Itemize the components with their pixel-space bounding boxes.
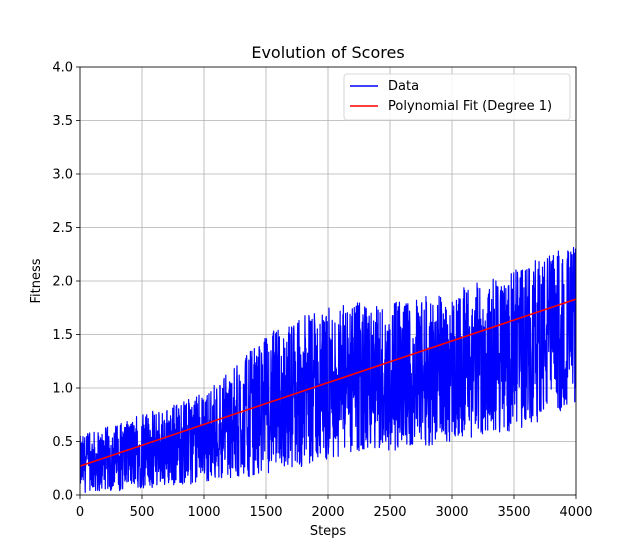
y-tick-label: 3.5 [52,114,73,129]
x-tick-label: 0 [76,505,84,520]
x-tick-label: 2000 [311,505,344,520]
x-tick-label: 500 [130,505,155,520]
x-axis: 0 500 1000 1500 2000 2500 3000 3500 4000 [76,495,593,520]
y-tick-label: 2.0 [52,275,73,290]
legend-label-data: Data [388,79,419,94]
y-tick-label: 0.5 [52,435,73,450]
x-tick-label: 3000 [435,505,468,520]
y-tick-label: 1.5 [52,328,73,343]
legend-label-fit: Polynomial Fit (Degree 1) [388,99,552,114]
y-tick-label: 2.5 [52,221,73,236]
series-data [80,246,576,493]
legend: Data Polynomial Fit (Degree 1) [343,73,571,121]
x-axis-label: Steps [310,524,347,539]
x-tick-label: 1500 [249,505,282,520]
plot-area [80,246,576,493]
y-tick-label: 0.0 [52,489,73,504]
x-tick-label: 2500 [373,505,406,520]
y-axis-label: Fitness [29,258,44,303]
y-axis: 0.0 0.5 1.0 1.5 2.0 2.5 3.0 3.5 4.0 [52,61,80,504]
data-series-line [80,246,576,493]
y-tick-label: 1.0 [52,382,73,397]
x-tick-label: 1000 [187,505,220,520]
x-tick-label: 3500 [497,505,530,520]
series-fit [80,298,576,467]
legend-box [343,73,571,121]
x-tick-label: 4000 [559,505,592,520]
y-tick-label: 3.0 [52,168,73,183]
chart-title: Evolution of Scores [251,43,404,62]
fit-series-line [80,298,576,467]
y-tick-label: 4.0 [52,61,73,76]
